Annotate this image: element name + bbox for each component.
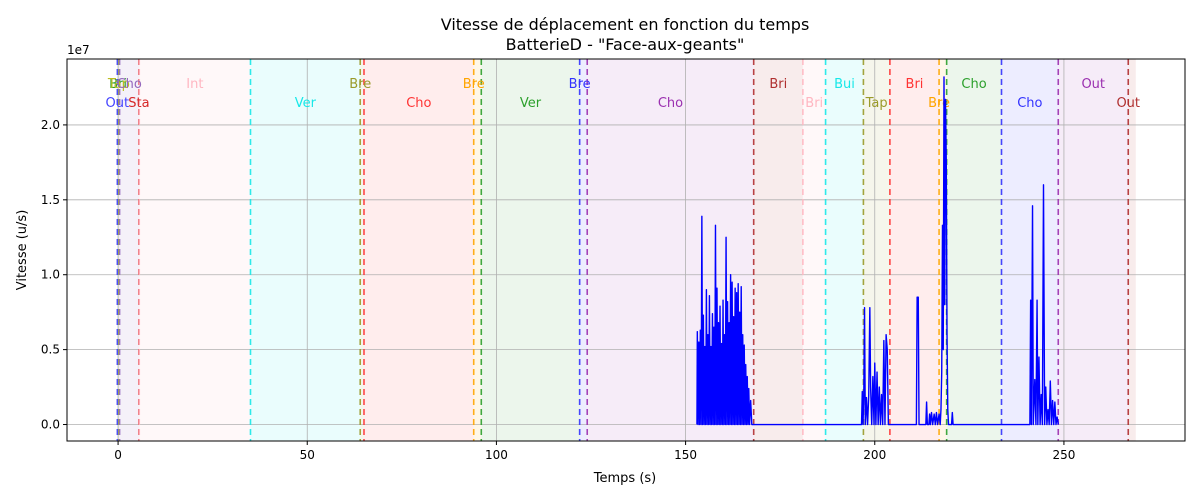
segment-label: Out bbox=[106, 96, 130, 111]
segment-label: Ver bbox=[295, 96, 317, 111]
segment-label: Bre bbox=[463, 77, 485, 92]
grid bbox=[67, 59, 1185, 441]
segment-label: Tap bbox=[107, 77, 130, 92]
series-group bbox=[696, 76, 1059, 426]
segment-band bbox=[139, 59, 251, 441]
segment-label: Ver bbox=[520, 96, 542, 111]
segment-band bbox=[473, 59, 482, 441]
segment-band bbox=[119, 59, 139, 441]
segment-label: Bri bbox=[805, 96, 823, 111]
ticks: 0 50 100 150 200 250 0.0 0.5 1.0 1.5 2.0 bbox=[41, 118, 1075, 462]
y-tick-label: 1.5 bbox=[41, 193, 60, 207]
x-tick-label: 250 bbox=[1052, 448, 1075, 462]
x-tick-label: 50 bbox=[300, 448, 315, 462]
segment-label: Cho bbox=[961, 77, 986, 92]
x-axis-label: Temps (s) bbox=[593, 471, 656, 486]
segment-band bbox=[889, 59, 940, 441]
y-axis-label: Vitesse (u/s) bbox=[15, 210, 30, 291]
y-multiplier-label: 1e7 bbox=[67, 43, 90, 57]
segment-label: Int bbox=[186, 77, 203, 92]
plot-frame bbox=[66, 58, 1186, 442]
y-tick-label: 1.0 bbox=[41, 268, 60, 282]
segment-label: Bri bbox=[906, 77, 924, 92]
segment-label: Out bbox=[1081, 77, 1105, 92]
segment-label: Cho bbox=[406, 96, 431, 111]
segment-label: Bre bbox=[349, 77, 371, 92]
segment-label: Bui bbox=[834, 77, 855, 92]
chart-subtitle: BatterieD - "Face-aux-geants" bbox=[506, 35, 745, 54]
segment-label: Sta bbox=[128, 96, 149, 111]
segment-band bbox=[363, 59, 474, 441]
segment-band bbox=[579, 59, 588, 441]
segment-boundaries bbox=[116, 59, 1130, 441]
x-tick-label: 200 bbox=[863, 448, 886, 462]
segment-band bbox=[250, 59, 361, 441]
y-tick-label: 0.0 bbox=[41, 418, 60, 432]
segment-label: Cho bbox=[1017, 96, 1042, 111]
segment-label: Bri bbox=[769, 77, 787, 92]
segment-band bbox=[825, 59, 864, 441]
segment-band bbox=[946, 59, 1002, 441]
chart-title: Vitesse de déplacement en fonction du te… bbox=[441, 15, 810, 34]
x-tick-label: 100 bbox=[485, 448, 508, 462]
series-line bbox=[696, 76, 1059, 426]
segment-label: Cho bbox=[658, 96, 683, 111]
segment-label: Out bbox=[1116, 96, 1140, 111]
segment-label: Bri bbox=[109, 77, 127, 92]
x-tick-label: 150 bbox=[674, 448, 697, 462]
segment-label: Tap bbox=[865, 96, 888, 111]
segment-band bbox=[360, 59, 364, 441]
segment-label: Bre bbox=[928, 96, 950, 111]
segment-band bbox=[802, 59, 826, 441]
segment-bands bbox=[117, 59, 1136, 441]
segment-band bbox=[1058, 59, 1129, 441]
x-tick-label: 0 bbox=[114, 448, 122, 462]
segment-band bbox=[753, 59, 803, 441]
segment-band bbox=[1128, 59, 1136, 441]
y-tick-label: 0.5 bbox=[41, 343, 60, 357]
segment-label: Cho bbox=[117, 77, 142, 92]
segment-band bbox=[481, 59, 580, 441]
y-tick-label: 2.0 bbox=[41, 118, 60, 132]
segment-label: Bre bbox=[569, 77, 591, 92]
